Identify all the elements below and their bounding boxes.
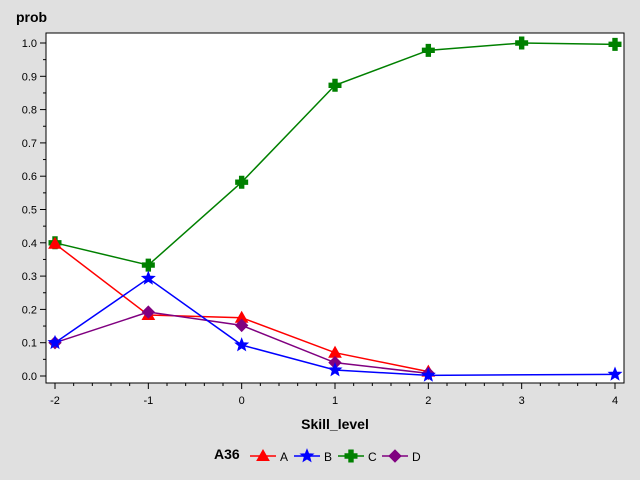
x-axis: -2 -1 0 1 2 3 4 — [50, 383, 618, 407]
data-point-B — [140, 270, 156, 285]
data-point-B — [47, 334, 63, 350]
legend-title: A36 — [214, 446, 240, 462]
data-point-C — [235, 175, 249, 189]
legend-marker-A — [256, 448, 270, 461]
data-point-A — [48, 236, 62, 249]
x-axis-title: Skill_level — [301, 416, 369, 432]
y-tick-label: 0.4 — [22, 238, 37, 250]
data-point-C — [421, 43, 435, 57]
legend-marker-B — [299, 448, 315, 463]
y-axis-title: prob — [16, 9, 47, 25]
y-tick-label: 0.8 — [22, 105, 37, 117]
x-tick-label: 0 — [239, 395, 245, 407]
data-point-D — [141, 305, 156, 319]
legend-item-C: C — [338, 449, 377, 464]
legend-marker-D — [388, 449, 402, 463]
legend-item-A: A — [250, 448, 288, 464]
legend-marker-C — [344, 449, 358, 463]
y-tick-label: 0.7 — [22, 138, 37, 150]
data-point-D — [234, 318, 249, 333]
legend-item-B: B — [294, 448, 332, 464]
y-tick-label: 0.0 — [22, 371, 37, 383]
data-point-C — [141, 258, 155, 272]
y-tick-label: 0.6 — [22, 171, 37, 183]
series-layer — [47, 36, 623, 382]
y-tick-label: 0.2 — [22, 304, 37, 316]
x-tick-label: -2 — [50, 395, 60, 407]
data-point-B — [607, 366, 623, 381]
x-tick-label: 1 — [332, 395, 338, 407]
series-B — [47, 270, 623, 382]
x-tick-label: 2 — [425, 395, 431, 407]
legend-label: A — [280, 450, 288, 464]
y-tick-label: 0.3 — [22, 271, 37, 283]
series-D — [48, 305, 436, 381]
data-point-C — [328, 78, 342, 92]
legend: A36 A B C D — [214, 446, 421, 464]
y-tick-label: 1.0 — [22, 38, 37, 50]
data-point-B — [327, 362, 343, 377]
x-tick-label: -1 — [143, 395, 153, 407]
data-point-B — [420, 367, 436, 382]
series-line-B — [54, 277, 616, 377]
legend-label: B — [324, 450, 332, 464]
y-axis: 0.0 0.1 0.2 0.3 0.4 0.5 0.6 0.7 0.8 0.9 1.0 — [22, 38, 46, 383]
data-point-C — [608, 37, 622, 51]
data-point-C — [515, 36, 529, 50]
y-tick-label: 0.5 — [22, 205, 37, 217]
x-tick-label: 3 — [519, 395, 525, 407]
y-tick-label: 0.9 — [22, 71, 37, 83]
legend-label: D — [412, 450, 421, 464]
y-tick-label: 0.1 — [22, 338, 37, 350]
data-point-B — [234, 337, 250, 352]
x-tick-label: 4 — [612, 395, 618, 407]
legend-label: C — [368, 450, 377, 464]
legend-item-D: D — [382, 449, 421, 464]
